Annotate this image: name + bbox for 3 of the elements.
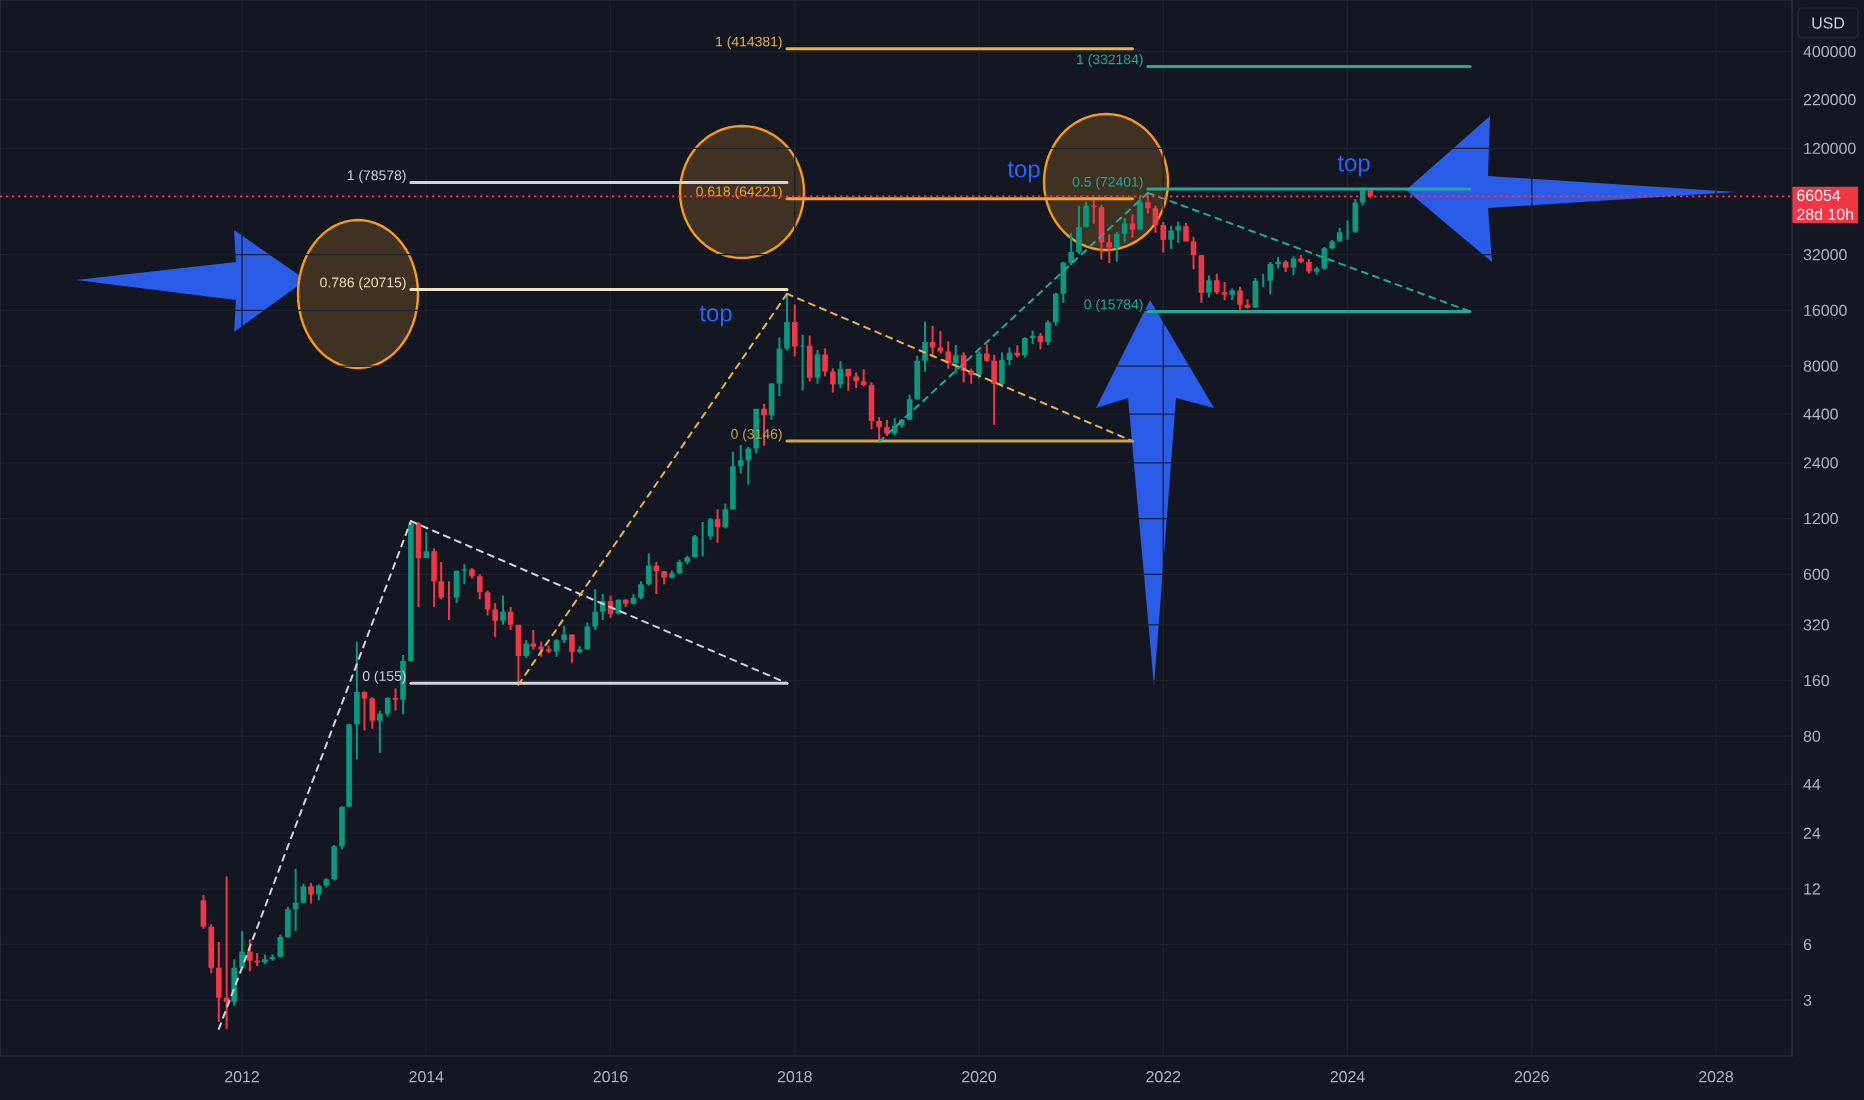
annotation: top bbox=[1337, 155, 1370, 177]
annotation: top bbox=[1007, 161, 1040, 183]
annotation: top bbox=[699, 305, 732, 327]
